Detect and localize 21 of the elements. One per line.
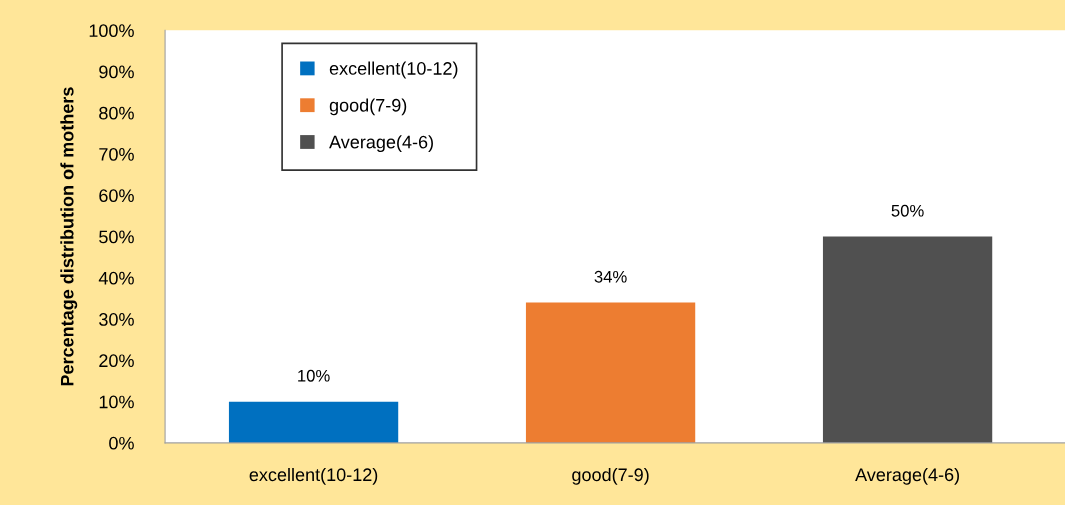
legend-label: good(7-9) xyxy=(329,98,407,116)
y-tick-label: 30% xyxy=(99,313,134,326)
data-label: 10% xyxy=(298,369,330,382)
y-tick-label: 60% xyxy=(99,189,134,203)
data-label: 34% xyxy=(594,270,627,283)
y-tick-label: 10% xyxy=(99,395,134,409)
legend-label: Average(4-6) xyxy=(329,135,433,153)
y-tick-label: 80% xyxy=(99,106,134,120)
x-tick-label: good(7-9) xyxy=(572,467,649,485)
y-tick-label: 50% xyxy=(99,230,134,244)
legend-label: excellent(10-12) xyxy=(329,61,458,79)
x-tick-label: Average(4-6) xyxy=(855,467,959,485)
y-tick-label: 90% xyxy=(99,65,134,79)
y-tick-label: 20% xyxy=(99,354,134,368)
y-tick-label: 0% xyxy=(109,436,134,450)
y-tick-label: 40% xyxy=(98,271,134,285)
y-axis-title: Percentage distribution of mothers xyxy=(60,87,78,386)
data-label: 50% xyxy=(891,204,924,217)
y-tick-label: 70% xyxy=(99,148,134,161)
y-tick-label: 100% xyxy=(89,24,134,38)
x-tick-label: excellent(10-12) xyxy=(249,467,378,485)
